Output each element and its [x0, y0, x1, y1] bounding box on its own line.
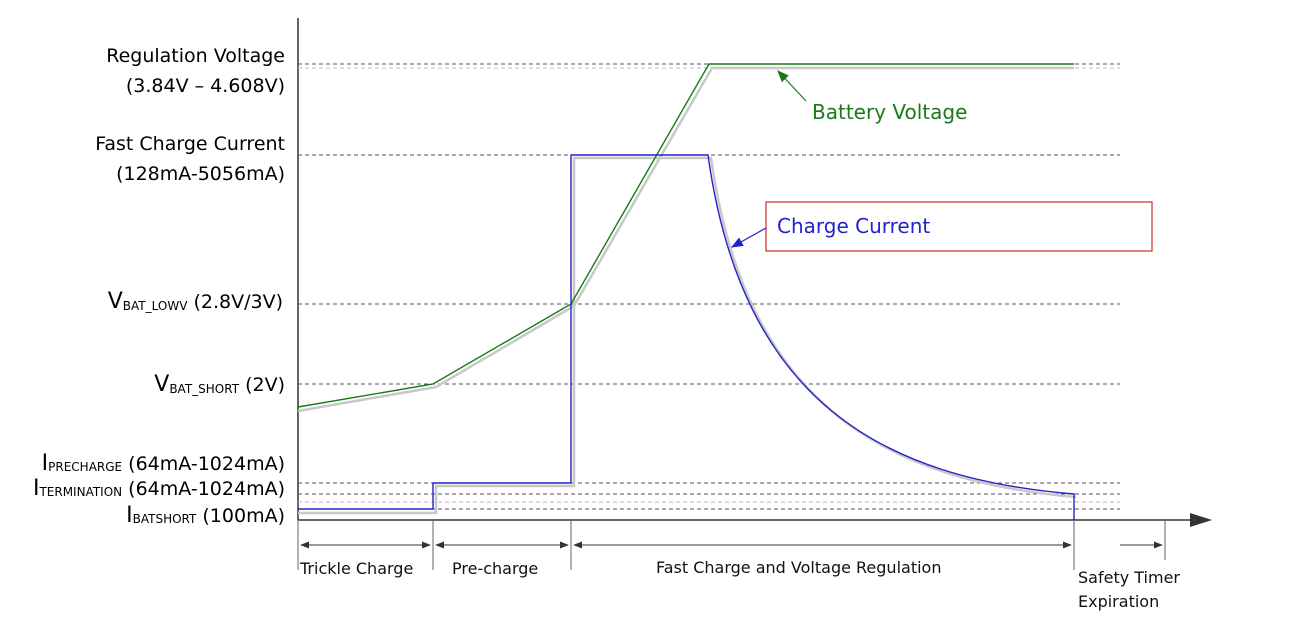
- pre-charge-label: Pre-charge: [452, 559, 538, 578]
- safety-timer-label-line2: Expiration: [1078, 592, 1159, 611]
- vbat-short-sub: BAT_SHORT: [169, 382, 239, 396]
- itermination-sub: TERMINATION: [38, 485, 122, 499]
- itermination-main: I: [33, 476, 40, 501]
- ibatshort-value: (100mA): [196, 505, 285, 527]
- charge-current-pointer: [730, 227, 767, 248]
- charge-current-trace: [298, 154, 1075, 520]
- vbat-short-label: VBAT_SHORT (2V): [154, 372, 285, 397]
- charge-current-callout-box: [765, 201, 1153, 252]
- regulation-voltage-range: (3.84V – 4.608V): [126, 75, 285, 97]
- ibatshort-main: I: [126, 503, 133, 528]
- iprecharge-label: IPRECHARGE (64mA-1024mA): [42, 451, 285, 476]
- vbat-lowv-value: (2.8V/3V): [187, 291, 283, 313]
- fast-charge-current-range: (128mA-5056mA): [116, 163, 285, 185]
- vbat-lowv-sub: BAT_LOWV: [123, 299, 188, 313]
- iprecharge-value: (64mA-1024mA): [122, 453, 285, 475]
- battery-voltage-label: Battery Voltage: [812, 100, 967, 124]
- ibatshort-label: IBATSHORT (100mA): [126, 503, 285, 528]
- x-axis-arrowhead: [1190, 513, 1212, 527]
- trickle-charge-label: Trickle Charge: [299, 559, 413, 578]
- safety-timer-label-line1: Safety Timer: [1078, 568, 1180, 587]
- charge-current-label: Charge Current: [777, 214, 930, 238]
- fast-charge-current-name: Fast Charge Current: [95, 133, 285, 155]
- itermination-value: (64mA-1024mA): [122, 478, 285, 500]
- fast-charge-label: Fast Charge and Voltage Regulation: [656, 558, 941, 577]
- ibatshort-sub: BATSHORT: [133, 512, 197, 526]
- vbat-lowv-main: V: [108, 289, 123, 314]
- regulation-voltage-name: Regulation Voltage: [106, 45, 285, 67]
- battery-voltage-pointer: [777, 70, 807, 102]
- iprecharge-main: I: [42, 451, 49, 476]
- iprecharge-sub: PRECHARGE: [48, 460, 122, 474]
- vbat-lowv-label: VBAT_LOWV (2.8V/3V): [108, 289, 283, 314]
- vbat-short-main: V: [154, 372, 169, 397]
- itermination-label: ITERMINATION (64mA-1024mA): [33, 476, 285, 501]
- vbat-short-value: (2V): [239, 374, 285, 396]
